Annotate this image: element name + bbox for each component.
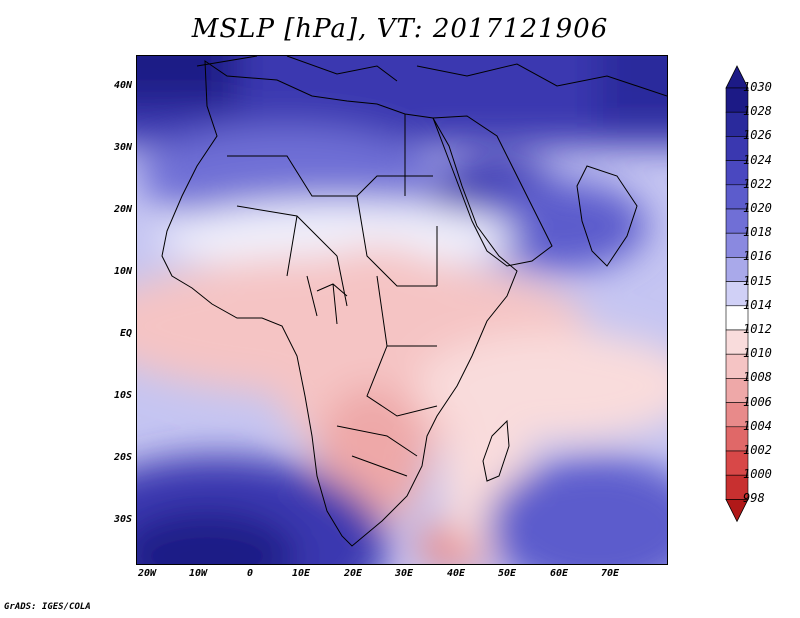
colorbar-level-label: 1028 <box>743 104 772 119</box>
colorbar-level-label: 1016 <box>743 249 772 264</box>
colorbar-level-label: 1030 <box>743 80 772 94</box>
lon-label-20e: 20E <box>343 568 363 579</box>
colorbar-level-label: 998 <box>743 491 765 506</box>
colorbar-level-label: 1018 <box>743 225 772 240</box>
colorbar-level-label: 1014 <box>743 297 772 312</box>
map-title: MSLP [hPa], VT: 2017121906 <box>191 14 609 44</box>
lon-label-50e: 50E <box>497 568 517 579</box>
lon-label-10e: 10E <box>291 568 311 579</box>
lon-label-70e: 70E <box>600 568 620 579</box>
lon-label-40e: 40E <box>446 568 466 579</box>
lat-label-10n: 10N <box>113 266 132 277</box>
lon-label-60e: 60E <box>549 568 569 579</box>
lat-label-40n: 40N <box>113 80 132 91</box>
colorbar-level-label: 1020 <box>743 201 772 215</box>
region-south-indian-high <box>487 456 667 564</box>
colorbar-level-label: 1026 <box>743 128 772 143</box>
footer-credit: GrADS: IGES/COLA <box>4 602 91 612</box>
colorbar-level-label: 1008 <box>743 370 772 385</box>
map-panel <box>136 55 668 565</box>
colorbar-level-label: 1022 <box>743 176 772 191</box>
colorbar-level-label: 1012 <box>743 322 772 336</box>
colorbar-level-label: 1024 <box>743 152 772 167</box>
lat-label-eq: EQ <box>119 328 132 339</box>
colorbar-level-label: 1006 <box>743 394 772 409</box>
colorbar-level-label: 1010 <box>743 346 772 361</box>
colorbar-level-label: 1000 <box>743 467 772 482</box>
coastlines <box>161 56 667 547</box>
mslp-field <box>137 56 667 564</box>
colorbar-level-label: 1004 <box>743 418 772 433</box>
lon-label-0: 0 <box>246 568 254 579</box>
lon-label-10w: 10W <box>188 568 208 579</box>
mslp-map <box>137 56 667 564</box>
lat-label-10s: 10S <box>113 390 132 401</box>
colorbar-level-label: 1015 <box>743 273 772 288</box>
colorbar <box>725 65 749 523</box>
lon-label-20w: 20W <box>137 568 157 579</box>
lon-label-30e: 30E <box>394 568 414 579</box>
lat-label-20n: 20N <box>113 204 132 215</box>
colorbar-bottom-arrow <box>725 498 749 523</box>
colorbar-level-label: 1002 <box>743 443 772 457</box>
lat-label-30n: 30N <box>113 142 132 153</box>
lat-label-20s: 20S <box>113 452 132 463</box>
lat-label-30s: 30S <box>113 514 132 525</box>
